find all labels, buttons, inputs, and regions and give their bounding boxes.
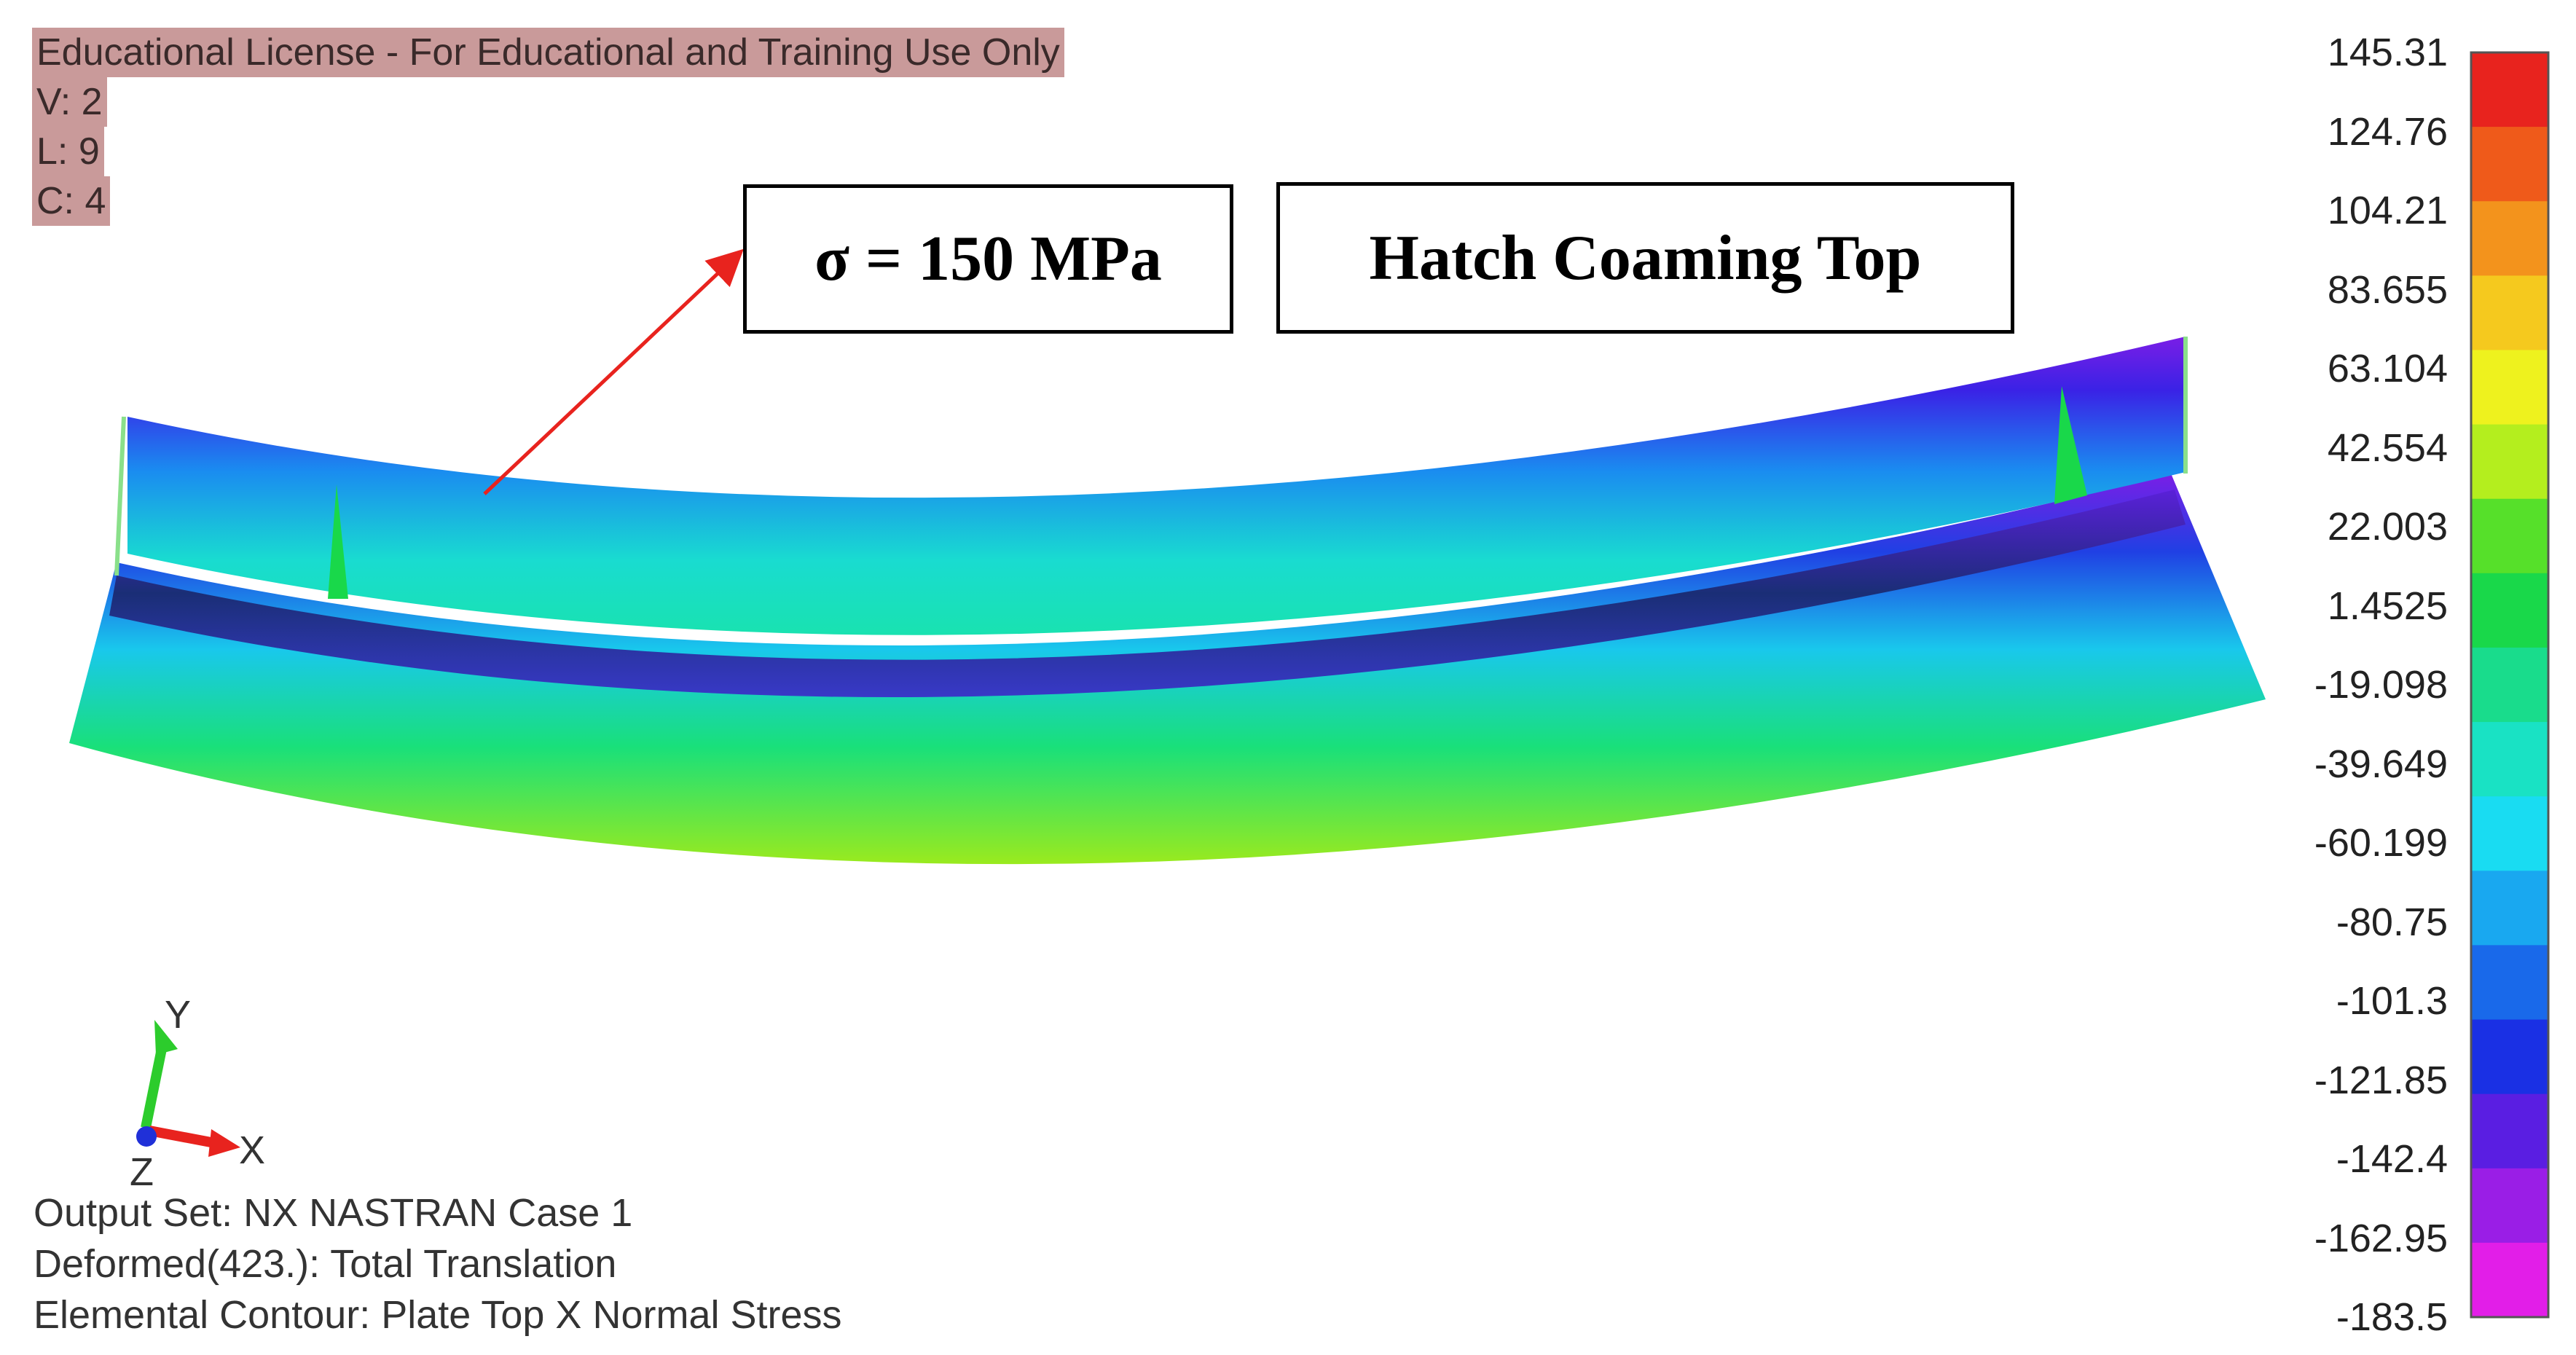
scale-label: -183.5: [2336, 1295, 2448, 1339]
scale-label: -19.098: [2314, 663, 2448, 707]
beam-end-left: [114, 416, 126, 576]
scale-segment: [2471, 796, 2548, 871]
scale-label: 104.21: [2327, 189, 2448, 232]
scale-label: -162.95: [2314, 1216, 2448, 1260]
scale-label: -101.3: [2336, 979, 2448, 1023]
scale-segment: [2471, 498, 2548, 574]
scale-label: 145.31: [2327, 31, 2448, 74]
deformed-label: Deformed(423.): Total Translation: [34, 1242, 617, 1286]
scale-label: 83.655: [2327, 267, 2448, 312]
scale-segment: [2471, 871, 2548, 946]
scale-segment: [2471, 1168, 2548, 1244]
bracket-right: [2054, 386, 2087, 504]
scale-label: 124.76: [2327, 109, 2448, 154]
scale-segment: [2471, 647, 2548, 723]
beam-stiffener-band: [109, 490, 2186, 698]
x-axis-arrow: [148, 1126, 220, 1149]
scale-segment: [2471, 201, 2548, 276]
scale-segment: [2471, 945, 2548, 1021]
scale-segment: [2471, 52, 2548, 127]
scale-label: 22.003: [2327, 505, 2448, 549]
axis-label-y: Y: [165, 993, 192, 1037]
scale-label: 63.104: [2327, 347, 2448, 390]
scale-segment: [2471, 1242, 2548, 1318]
scale-label: 42.554: [2327, 425, 2448, 470]
scale-label: 1.4525: [2327, 584, 2448, 628]
scale-segment: [2471, 1019, 2548, 1095]
scale-label: -39.649: [2314, 742, 2448, 786]
license-title: Educational License - For Educational an…: [32, 28, 1064, 77]
z-axis-dot: [136, 1126, 157, 1147]
axis-triad: [136, 1020, 240, 1157]
scale-segment: [2471, 722, 2548, 797]
scale-segment: [2471, 127, 2548, 202]
scale-label: -60.199: [2314, 821, 2448, 865]
license-line-c: C: 4: [32, 176, 111, 226]
output-set-label: Output Set: NX NASTRAN Case 1: [34, 1191, 633, 1235]
scale-segment: [2471, 350, 2548, 425]
scale-label: -142.4: [2336, 1137, 2448, 1181]
stress-callout: σ = 150 MPa: [743, 184, 1233, 334]
license-banner: Educational License - For Educational an…: [32, 28, 1064, 226]
contour-label: Elemental Contour: Plate Top X Normal St…: [34, 1293, 842, 1337]
scale-segment: [2471, 573, 2548, 648]
color-scale-bar: [2470, 51, 2550, 1319]
scale-segment: [2471, 424, 2548, 500]
scale-segment: [2471, 275, 2548, 350]
license-line-l: L: 9: [32, 127, 104, 176]
beam-top-plate: [127, 337, 2186, 635]
y-axis-head: [154, 1020, 178, 1055]
license-line-v: V: 2: [32, 77, 107, 127]
scale-segment: [2471, 1093, 2548, 1169]
location-callout: Hatch Coaming Top: [1276, 182, 2014, 334]
scale-label: -121.85: [2314, 1058, 2448, 1102]
axis-label-z: Z: [130, 1150, 154, 1194]
scale-frame: [2470, 51, 2550, 1319]
bracket-left: [328, 484, 348, 599]
axis-label-x: X: [239, 1128, 266, 1172]
callout-arrow: [483, 248, 744, 495]
x-axis-head: [208, 1129, 240, 1157]
scale-label: -80.75: [2336, 900, 2448, 944]
output-info: Output Set: NX NASTRAN Case 1 Deformed(4…: [34, 1187, 842, 1340]
